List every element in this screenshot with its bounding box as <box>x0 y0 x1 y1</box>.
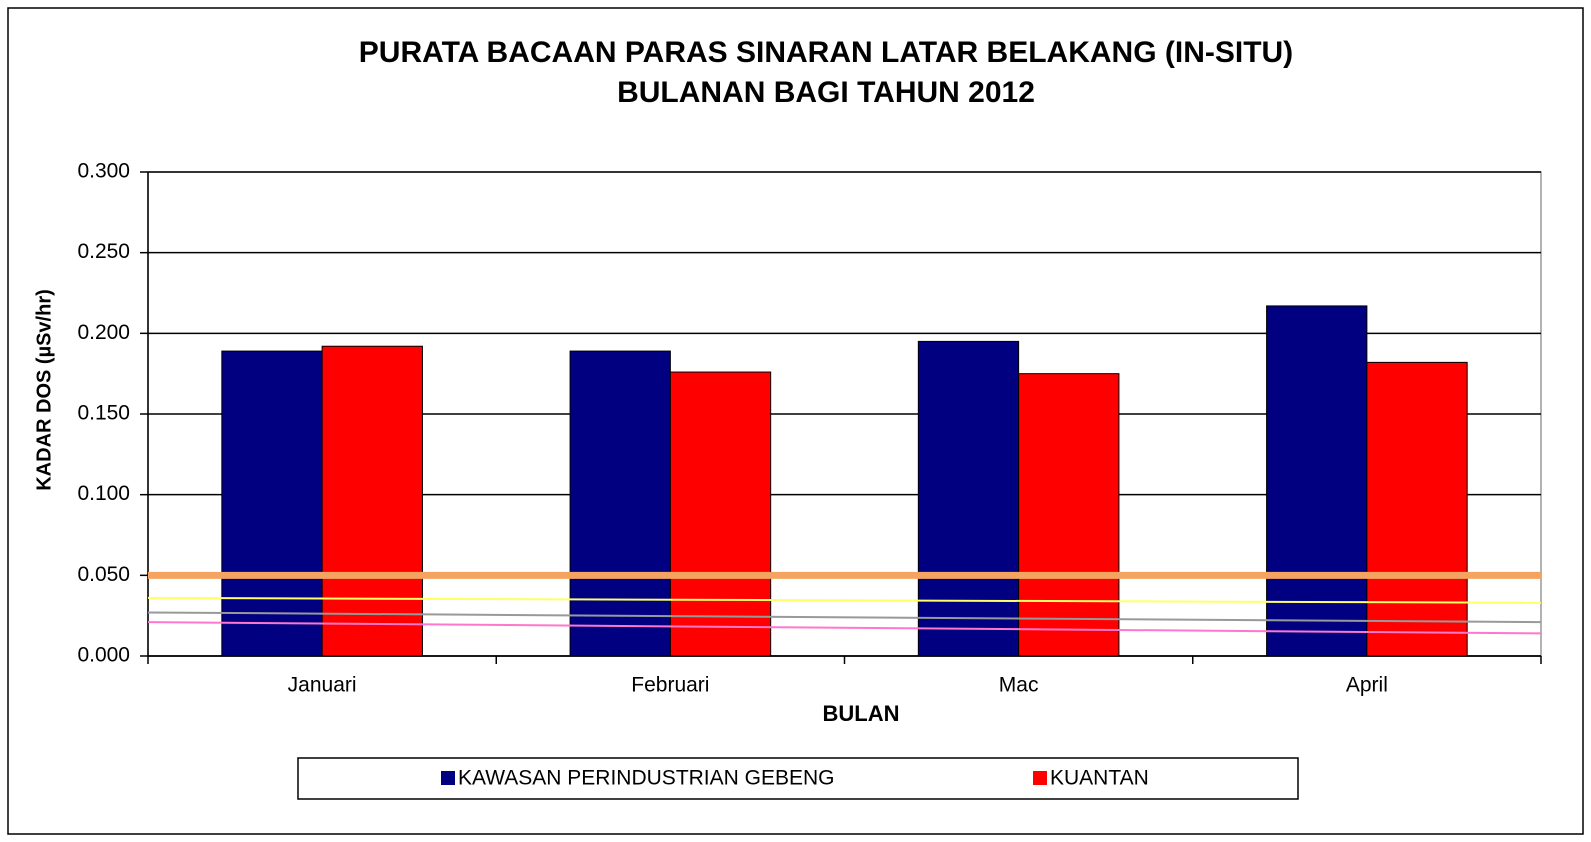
x-tick-label: Februari <box>631 674 709 697</box>
y-tick-label: 0.250 <box>77 240 130 263</box>
bar <box>1266 305 1368 657</box>
y-tick-label: 0.150 <box>77 402 130 425</box>
bar <box>917 340 1020 657</box>
reference-line <box>147 596 1542 604</box>
y-tick-label: 0.050 <box>77 563 130 586</box>
bar <box>1018 373 1120 657</box>
bar <box>669 371 772 657</box>
y-axis-label: KADAR DOS (µSv/hr) <box>33 289 55 491</box>
chart-title: PURATA BACAAN PARAS SINARAN LATAR BELAKA… <box>359 36 1293 69</box>
chart-title: BULANAN BAGI TAHUN 2012 <box>617 76 1035 109</box>
reference-line <box>147 621 1542 635</box>
bar <box>569 350 671 657</box>
bar <box>221 350 323 657</box>
legend-label: KUANTAN <box>1050 767 1149 790</box>
x-tick-label: Mac <box>999 674 1039 697</box>
legend-swatch <box>1033 771 1047 785</box>
legend-swatch <box>441 771 455 785</box>
x-tick-label: Januari <box>288 674 357 697</box>
x-axis-label: BULAN <box>823 701 900 726</box>
legend <box>297 757 1299 800</box>
x-tick-label: April <box>1346 674 1388 697</box>
y-tick-label: 0.000 <box>77 644 130 667</box>
y-tick-label: 0.200 <box>77 321 130 344</box>
y-tick-label: 0.100 <box>77 482 130 505</box>
bar <box>321 345 423 657</box>
bar <box>1366 361 1468 657</box>
reference-line <box>147 611 1542 624</box>
y-tick-label: 0.300 <box>77 160 130 183</box>
legend-label: KAWASAN PERINDUSTRIAN GEBENG <box>458 767 835 790</box>
